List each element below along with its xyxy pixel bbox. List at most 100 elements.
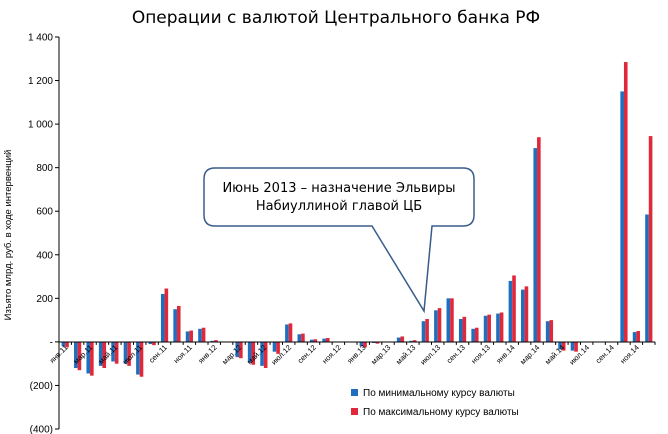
bar-max-май.12 (263, 341, 268, 369)
y-tick-label: 1 400 (28, 33, 53, 44)
bar-min-янв.11 (61, 341, 66, 347)
bar-min-июл.13 (434, 310, 438, 342)
x-tick-label: янв.13 (345, 343, 367, 365)
bar-max-ноя.11 (189, 330, 193, 342)
bar-min-май.12 (260, 341, 264, 366)
bar-max-авг.11 (152, 341, 156, 346)
bar-max-мар.11 (90, 341, 94, 376)
bar-min-июн.12 (272, 341, 277, 352)
bars (61, 62, 653, 377)
bar-max-янв.14 (512, 275, 516, 342)
bar-min-май.14 (558, 341, 562, 350)
bar-min-ноя.14 (632, 332, 637, 342)
y-tick-label: 200 (36, 294, 53, 305)
bar-min-мар.14 (533, 148, 538, 342)
bar-max-апр.14 (549, 320, 554, 342)
bar-min-фев.11 (74, 341, 78, 369)
bar-min-ноя.11 (185, 331, 190, 342)
bar-min-апр.11 (98, 341, 103, 366)
bar-max-окт.14 (623, 62, 628, 342)
bar-min-май.13 (409, 340, 413, 342)
annotation-line-2: Набиуллиной главой ЦБ (256, 199, 422, 214)
bar-max-июн.11 (127, 341, 131, 366)
x-tick-label: июл.13 (418, 343, 442, 367)
bar-min-авг.12 (297, 334, 302, 342)
bar-max-фев.13 (375, 341, 380, 344)
bar-min-июл.12 (285, 324, 289, 342)
y-tick-label: (400) (30, 425, 53, 434)
bar-max-сен.13 (462, 316, 467, 342)
bar-max-янв.12 (214, 340, 218, 342)
bar-max-мар.12 (239, 341, 243, 359)
y-tick-label: (200) (30, 381, 53, 392)
bar-max-дек.11 (201, 327, 206, 342)
x-tick-label: ноя.12 (320, 343, 342, 365)
bar-max-окт.11 (176, 305, 181, 342)
x-tick-label: май.13 (394, 343, 417, 366)
x-tick-label: янв.12 (196, 343, 218, 365)
x-tick-label: ноя.14 (618, 343, 640, 365)
x-tick-label: мар.13 (369, 343, 392, 366)
legend-swatch-max (351, 408, 358, 415)
y-tick-label: 1 000 (28, 120, 53, 131)
bar-max-апр.11 (102, 341, 107, 369)
bar-min-июн.11 (123, 341, 128, 364)
bar-min-сен.11 (160, 293, 165, 342)
y-tick-label: 400 (36, 250, 53, 261)
bar-min-авг.13 (446, 298, 451, 342)
y-axis-title: Изъято млрд. руб. в ходе интервенций (3, 150, 14, 321)
bar-max-окт.12 (325, 337, 330, 342)
y-tick-label: 600 (36, 207, 53, 218)
bar-min-окт.13 (471, 328, 475, 342)
bar-min-апр.12 (247, 341, 252, 363)
x-tick-label: сен.11 (147, 343, 169, 365)
x-tick-label: ноя.11 (172, 343, 194, 365)
bar-min-янв.12 (210, 340, 215, 342)
bar-max-сен.12 (313, 339, 318, 342)
chart-title: Операции с валютой Центрального банка РФ (132, 8, 540, 28)
bar-min-май.11 (111, 341, 115, 362)
x-tick-label: май.14 (543, 343, 566, 366)
legend-label-max: По максимальному курсу валюты (363, 407, 519, 418)
bar-max-июн.12 (276, 341, 280, 354)
bar-max-янв.11 (65, 341, 69, 348)
bar-max-авг.12 (301, 333, 305, 342)
annotation-line-1: Июнь 2013 – назначение Эльвиры (222, 181, 455, 196)
bar-min-дек.11 (198, 328, 202, 342)
bar-min-фев.14 (521, 289, 525, 342)
x-tick-label: ноя.13 (469, 343, 491, 365)
bar-max-сен.11 (164, 288, 169, 342)
bar-max-ноя.13 (487, 314, 491, 342)
bar-min-июн.13 (421, 321, 426, 342)
bar-max-июл.11 (139, 341, 144, 377)
bar-max-фев.14 (524, 286, 529, 342)
y-tick-label: - (50, 337, 53, 348)
bar-min-дек.13 (496, 313, 500, 342)
annotation-bubble (203, 167, 475, 314)
bar-min-окт.14 (620, 91, 624, 342)
bar-min-сен.12 (309, 339, 314, 342)
bar-min-янв.14 (508, 280, 513, 342)
bar-min-авг.11 (148, 341, 153, 345)
bar-min-сен.13 (458, 319, 463, 342)
x-tick-label: янв.14 (494, 343, 516, 365)
y-axis-ticks: 1 400 1 200 1 000 800 600 400 200 - (200) (400) (28, 33, 59, 434)
bar-min-мар.12 (235, 341, 240, 358)
bar-max-апр.13 (400, 336, 405, 342)
bar-max-авг.13 (450, 298, 454, 342)
bar-max-янв.13 (363, 341, 367, 348)
bar-min-июл.11 (136, 341, 140, 375)
bar-min-апр.14 (545, 321, 550, 342)
bar-max-июл.13 (437, 308, 442, 342)
bar-min-июн.14 (570, 341, 575, 351)
bar-min-окт.12 (322, 338, 326, 342)
bar-min-окт.11 (173, 309, 177, 342)
bar-max-апр.12 (251, 341, 256, 365)
x-tick-label: сен.13 (445, 343, 467, 365)
x-tick-label: мар.14 (518, 343, 541, 366)
y-tick-label: 1 200 (28, 76, 53, 87)
bar-min-ноя.13 (483, 315, 488, 342)
bar-max-июн.14 (574, 341, 578, 352)
bar-max-окт.13 (474, 327, 479, 342)
